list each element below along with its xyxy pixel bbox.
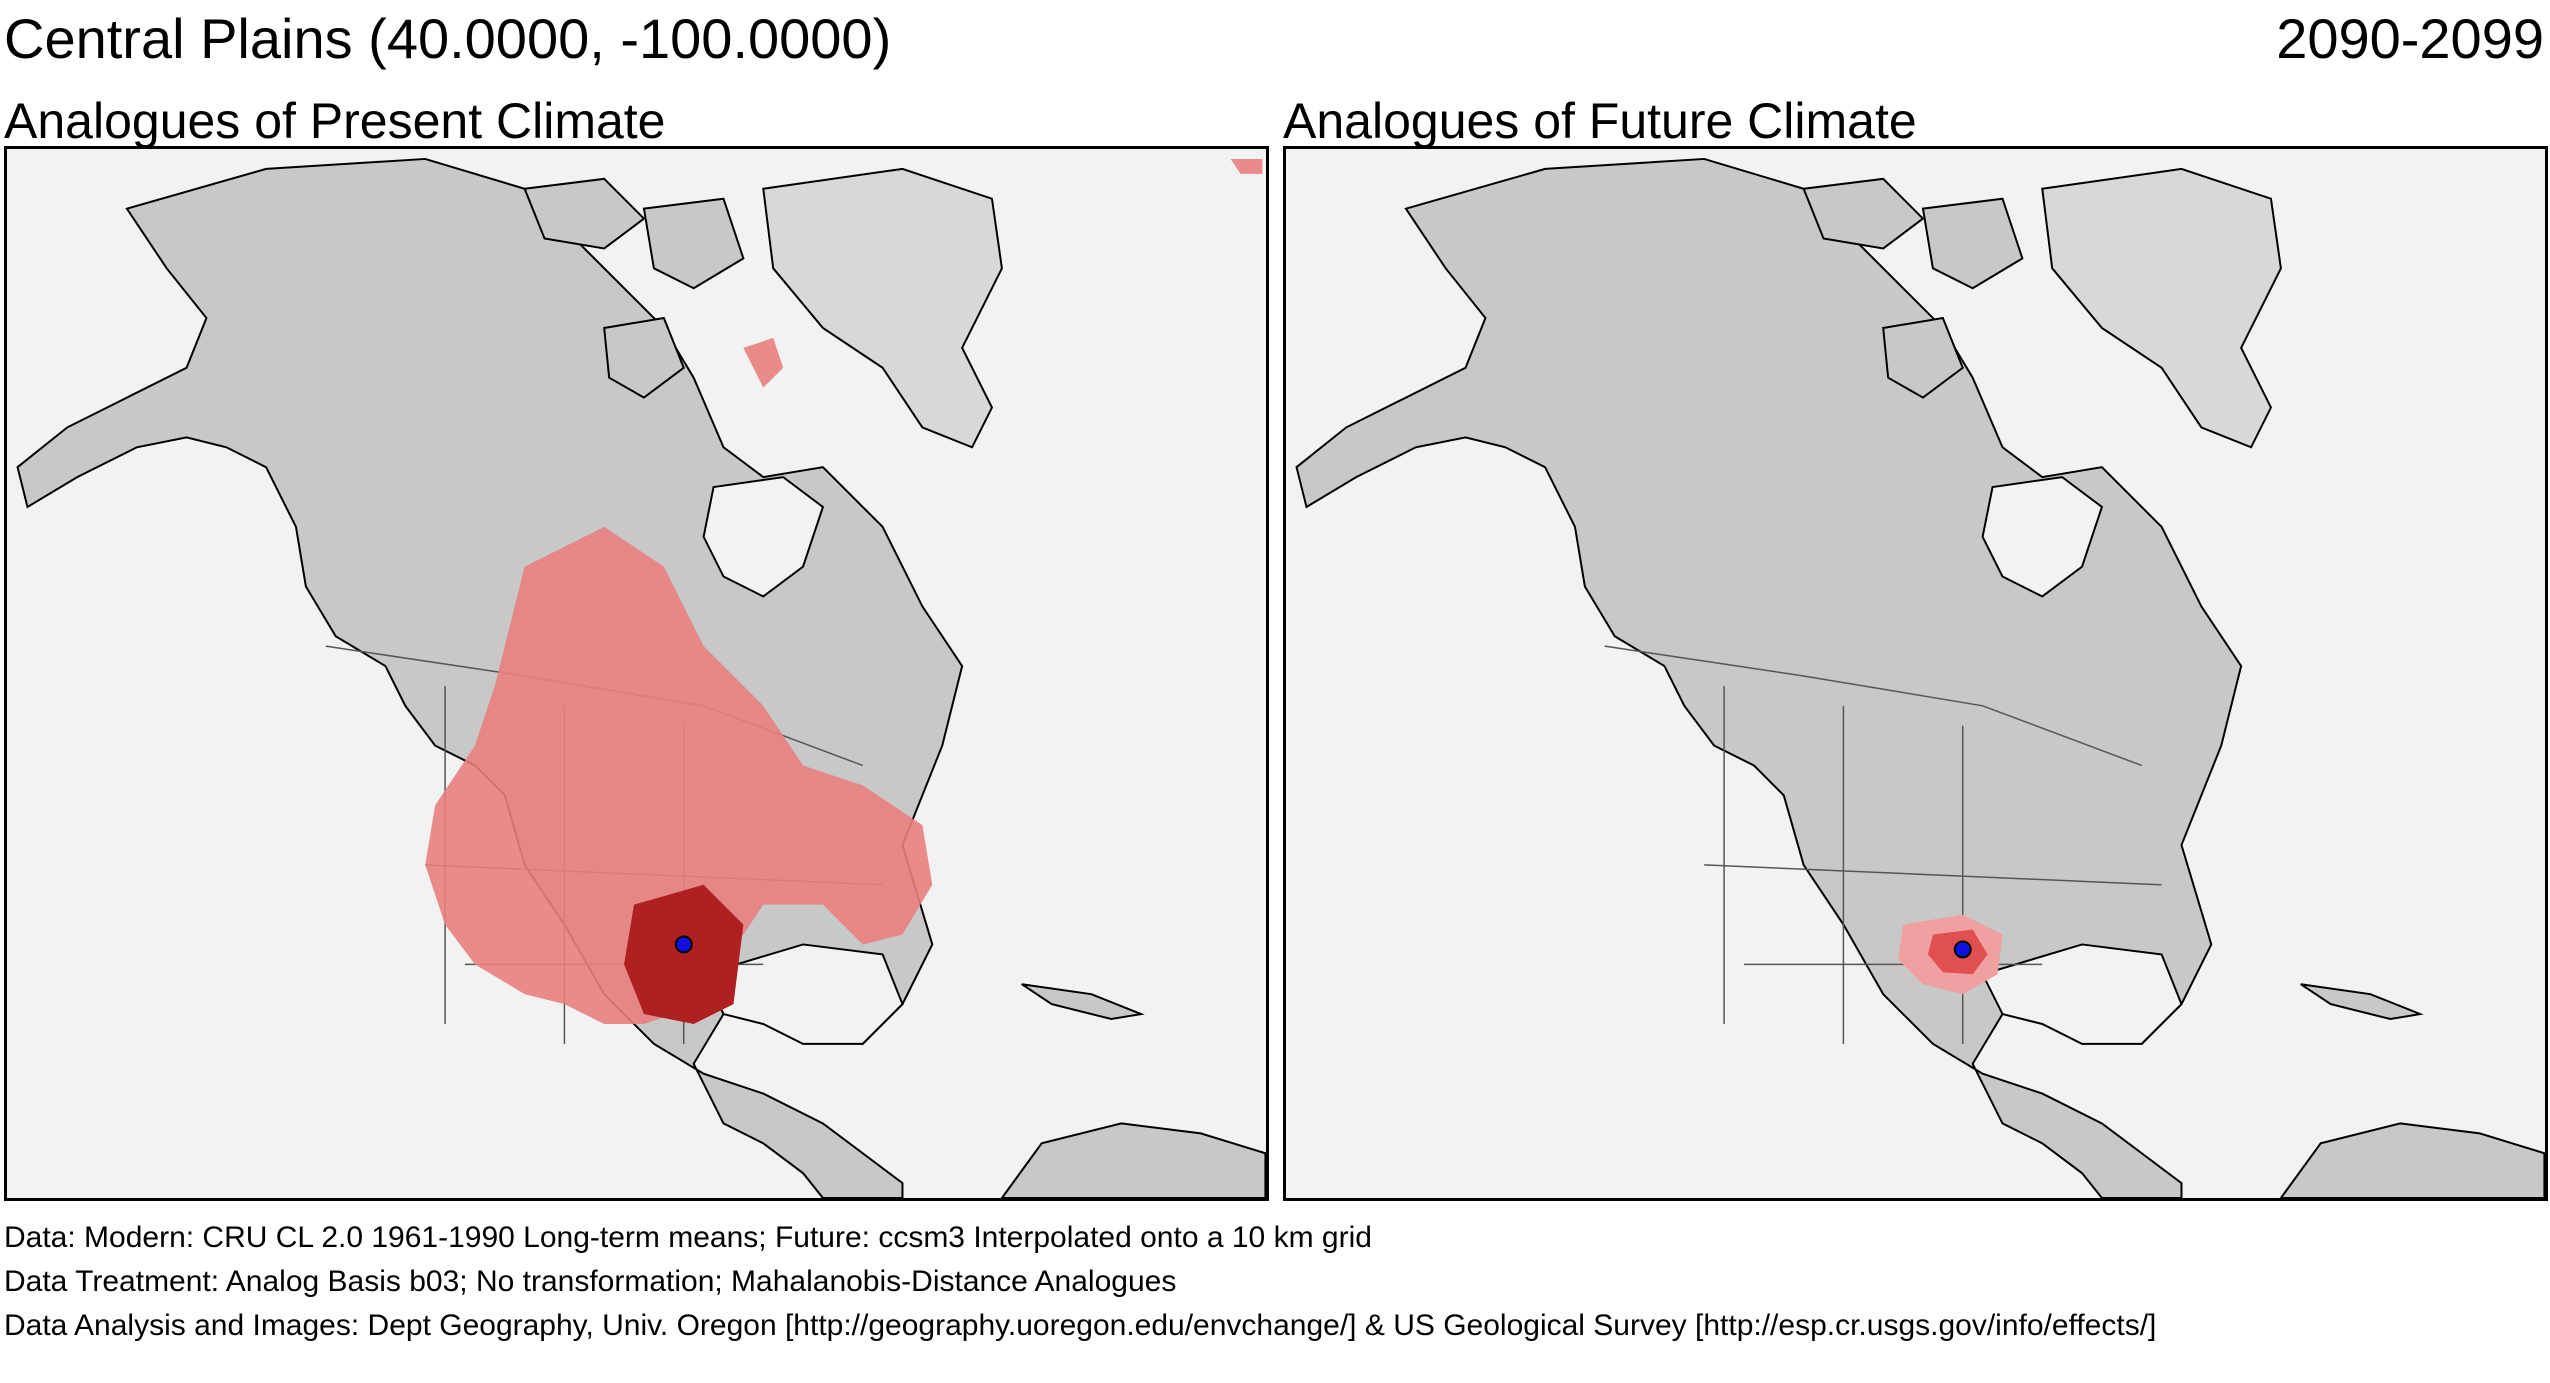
site-marker <box>1953 940 1972 959</box>
present-panel-title: Analogues of Present Climate <box>4 93 666 149</box>
gulf-of-mexico <box>702 943 904 1045</box>
arctic-island-2 <box>642 197 745 290</box>
hudson-bay <box>702 476 825 598</box>
cuba-island <box>1021 983 1145 1021</box>
future-climate-map <box>1283 146 2548 1201</box>
map-title-period: 2090-2099 <box>2276 7 2544 70</box>
south-america-edge <box>1000 1122 1266 1198</box>
footer-data-treatment: Data Treatment: Analog Basis b03; No tra… <box>4 1265 1177 1298</box>
cuba-island <box>2300 983 2424 1021</box>
greenland <box>762 167 1003 449</box>
gulf-of-mexico <box>1981 943 2183 1045</box>
north-america-landmass <box>1295 157 2243 1198</box>
greenland <box>2041 167 2282 449</box>
map-title-region: Central Plains (40.0000, -100.0000) <box>4 7 892 70</box>
south-america-edge <box>2279 1122 2545 1198</box>
arctic-island-1 <box>1802 177 1925 250</box>
future-map-svg <box>1295 157 2545 1198</box>
hudson-bay <box>1981 476 2104 598</box>
analog-region-strong <box>624 884 744 1024</box>
land-layer <box>1295 157 2545 1198</box>
arctic-island-2 <box>1921 197 2024 290</box>
footer-data-analysis: Data Analysis and Images: Dept Geography… <box>4 1309 2157 1342</box>
present-climate-map <box>4 146 1269 1201</box>
future-panel-title: Analogues of Future Climate <box>1283 93 1917 149</box>
arctic-island-1 <box>523 177 646 250</box>
site-marker <box>674 935 693 954</box>
footer-data-source: Data: Modern: CRU CL 2.0 1961-1990 Long-… <box>4 1221 1372 1254</box>
analog-region-weak <box>425 158 1263 1024</box>
arctic-island-3 <box>603 316 685 399</box>
present-map-svg <box>16 157 1266 1198</box>
arctic-island-3 <box>1882 316 1964 399</box>
